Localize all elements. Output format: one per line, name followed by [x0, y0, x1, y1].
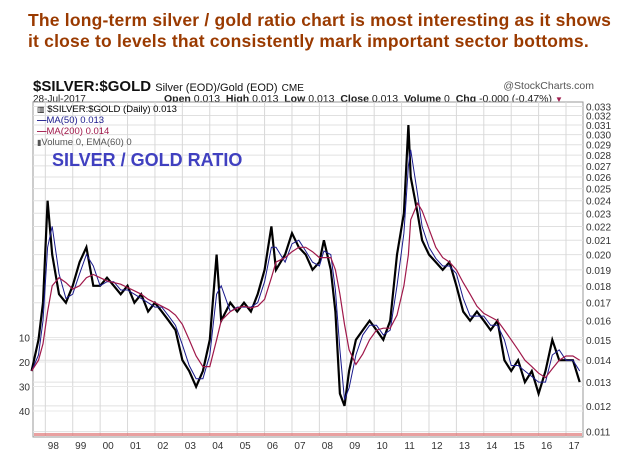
x-tick-label: 15 — [514, 441, 526, 452]
y-tick-label: 0.014 — [586, 356, 611, 367]
y-tick-label: 0.032 — [586, 112, 611, 123]
x-tick-label: 07 — [294, 441, 306, 452]
x-tick-label: 05 — [240, 441, 252, 452]
volume-tick-label: 20 — [19, 358, 31, 369]
x-tick-label: 04 — [212, 441, 224, 452]
y-tick-label: 0.017 — [586, 299, 611, 310]
y-tick-label: 0.030 — [586, 131, 611, 142]
legend: ▥ $SILVER:$GOLD (Daily) 0.013 —MA(50) 0.… — [37, 104, 177, 148]
chart-symbol: $SILVER:$GOLD Silver (EOD)/Gold (EOD) CM… — [33, 78, 304, 95]
y-tick-label: 0.029 — [586, 141, 611, 152]
y-tick-label: 0.023 — [586, 209, 611, 220]
x-tick-label: 03 — [185, 441, 197, 452]
exchange: CME — [281, 83, 304, 94]
x-tick-label: 11 — [404, 441, 415, 452]
headline-line-1: The long-term silver / gold ratio chart … — [28, 10, 612, 30]
y-tick-label: 0.031 — [586, 121, 611, 132]
volume-tick-label: 30 — [19, 383, 31, 394]
y-tick-label: 0.013 — [586, 378, 611, 389]
y-tick-label: 0.021 — [586, 236, 611, 247]
y-tick-label: 0.020 — [586, 251, 611, 262]
y-tick-label: 0.012 — [586, 402, 611, 413]
y-tick-label: 0.018 — [586, 282, 611, 293]
y-tick-label: 0.016 — [586, 317, 611, 328]
legend-price: ▥ $SILVER:$GOLD (Daily) 0.013 — [37, 104, 177, 115]
x-tick-label: 13 — [459, 441, 471, 452]
y-tick-label: 0.019 — [586, 266, 611, 277]
headline-line-2: it close to levels that consistently mar… — [28, 31, 589, 51]
chart-annotation: SILVER / GOLD RATIO — [52, 150, 243, 170]
chart-date: 28-Jul-2017 — [33, 94, 86, 105]
x-tick-label: 08 — [322, 441, 334, 452]
y-tick-label: 0.033 — [586, 102, 611, 113]
ma200-line — [31, 201, 581, 379]
y-tick-label: 0.026 — [586, 173, 611, 184]
headline: The long-term silver / gold ratio chart … — [28, 10, 626, 52]
legend-ma200: —MA(200) 0.014 — [37, 126, 110, 137]
x-tick-label: 10 — [377, 441, 389, 452]
y-tick-label: 0.022 — [586, 222, 611, 233]
symbol-description: Silver (EOD)/Gold (EOD) — [155, 82, 278, 94]
x-tick-label: 98 — [48, 441, 60, 452]
x-tick-label: 12 — [431, 441, 443, 452]
x-tick-label: 17 — [568, 441, 580, 452]
y-tick-label: 0.028 — [586, 151, 611, 162]
down-arrow-icon: ▼ — [554, 95, 563, 104]
volume-tick-label: 40 — [19, 407, 31, 418]
volume-tick-label: 10 — [19, 334, 31, 345]
x-tick-label: 00 — [103, 441, 115, 452]
x-tick-label: 16 — [541, 441, 553, 452]
x-tick-label: 09 — [349, 441, 361, 452]
x-tick-label: 02 — [157, 441, 169, 452]
legend-volume: ▮Volume 0, EMA(60) 0 — [37, 137, 132, 148]
x-tick-label: 14 — [486, 441, 498, 452]
y-tick-label: 0.024 — [586, 197, 611, 208]
legend-ma50: —MA(50) 0.013 — [37, 115, 105, 126]
y-tick-label: 0.015 — [586, 336, 611, 347]
y-tick-label: 0.025 — [586, 185, 611, 196]
y-tick-label: 0.011 — [586, 428, 611, 439]
x-tick-label: 06 — [267, 441, 279, 452]
ma50-line — [31, 149, 581, 400]
volume-bars — [34, 433, 582, 436]
x-tick-label: 01 — [130, 441, 142, 452]
copyright: @StockCharts.com — [503, 80, 594, 92]
x-tick-label: 99 — [75, 441, 87, 452]
price-line — [30, 124, 581, 407]
y-tick-label: 0.027 — [586, 162, 611, 173]
